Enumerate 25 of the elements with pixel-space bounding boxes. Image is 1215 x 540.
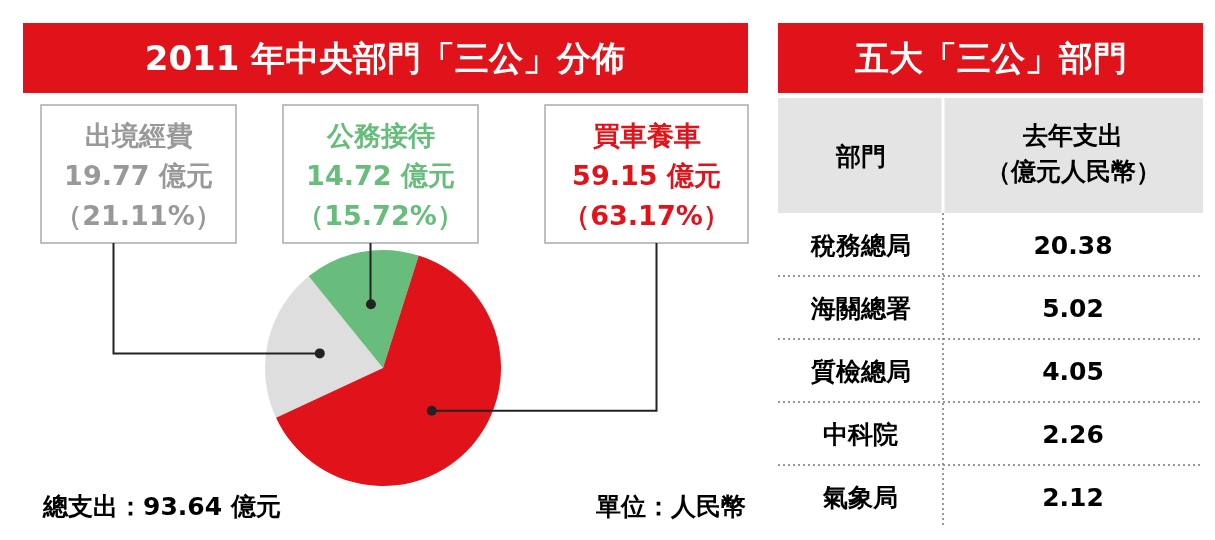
data-label: 4.05 [1042, 356, 1104, 386]
chart-title: 2011 年中央部門「三公」分佈 [144, 38, 626, 78]
data-label: 2.12 [1042, 482, 1104, 512]
pie-slice [308, 250, 419, 368]
data-label: 19.77 億元（21.11%） [55, 160, 222, 231]
data-label: 2.26 [1042, 419, 1104, 449]
slice-label: 出境經費 [84, 120, 193, 151]
data-label: 20.38 [1033, 230, 1113, 260]
text: 總支出：93.64 億元 [42, 492, 281, 521]
category-label: 中科院 [823, 419, 898, 449]
slice-label: 買車養車 [592, 120, 701, 151]
text: 單位：人民幣 [595, 492, 746, 521]
category-label: 氣象局 [822, 482, 898, 512]
text: 去年支出（億元人民幣） [985, 121, 1161, 186]
data-label: 14.72 億元（15.72%） [297, 160, 464, 231]
pie-slice [276, 255, 501, 486]
text: 五大「三公」部門 [853, 38, 1127, 78]
category-label: 質檢總局 [809, 356, 911, 386]
slice-label: 公務接待 [325, 120, 435, 151]
text: 部門 [834, 141, 886, 171]
category-label: 稅務總局 [809, 230, 911, 260]
pie-slice [265, 276, 383, 418]
data-label: 5.02 [1042, 293, 1104, 323]
data-label: 59.15 億元（63.17%） [563, 160, 730, 231]
category-label: 海關總署 [809, 293, 911, 323]
